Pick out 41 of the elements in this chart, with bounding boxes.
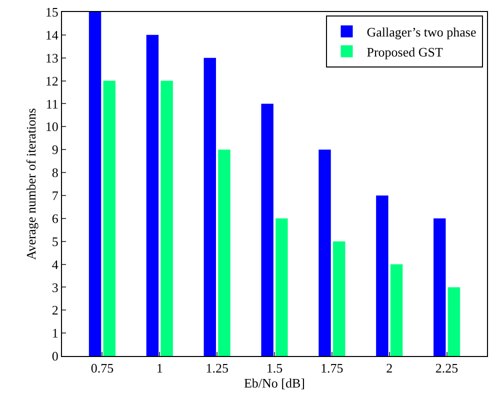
legend-label: Proposed GST (366, 44, 444, 60)
x-tick-label: 2 (386, 360, 393, 376)
x-tick-label: 1.25 (206, 360, 228, 376)
bar (146, 34, 159, 356)
y-tick-label: 12 (45, 73, 58, 88)
bar (333, 241, 346, 356)
y-tick-label: 4 (52, 256, 59, 272)
y-tick-label: 0 (52, 348, 58, 364)
y-tick-label: 5 (52, 234, 58, 249)
x-tick-label: 1 (156, 360, 163, 376)
y-tick-label: 8 (52, 165, 58, 180)
bar (261, 104, 274, 356)
y-tick-label: 7 (52, 188, 59, 204)
y-tick-label: 2 (52, 302, 58, 318)
bar (434, 218, 446, 356)
y-tick-label: 3 (52, 280, 58, 295)
x-tick-label: 1.5 (266, 360, 283, 376)
bar (376, 195, 388, 356)
bar (204, 58, 216, 356)
bar (276, 218, 288, 356)
bar (218, 150, 230, 356)
bar (160, 80, 173, 356)
x-axis-title: Eb/No [dB] (244, 376, 306, 391)
x-tick-label: 2.25 (435, 360, 458, 376)
legend-label: Gallager’s two phase (366, 24, 476, 40)
y-tick-label: 14 (45, 27, 59, 42)
bar (390, 264, 403, 356)
bar (88, 12, 102, 356)
y-tick-label: 9 (52, 142, 58, 158)
y-tick-label: 15 (45, 4, 58, 20)
bar (103, 80, 116, 356)
bar (448, 287, 460, 356)
y-tick-label: 10 (45, 119, 58, 134)
y-tick-label: 6 (52, 210, 59, 226)
x-tick-label: 0.75 (90, 360, 114, 376)
y-tick-label: 1 (52, 326, 58, 341)
y-tick-label: 11 (46, 96, 58, 112)
y-axis-title: Average number of iterations (23, 108, 38, 260)
x-tick-label: 1.75 (320, 360, 344, 376)
y-tick-label: 13 (45, 50, 58, 66)
bar (318, 150, 331, 356)
